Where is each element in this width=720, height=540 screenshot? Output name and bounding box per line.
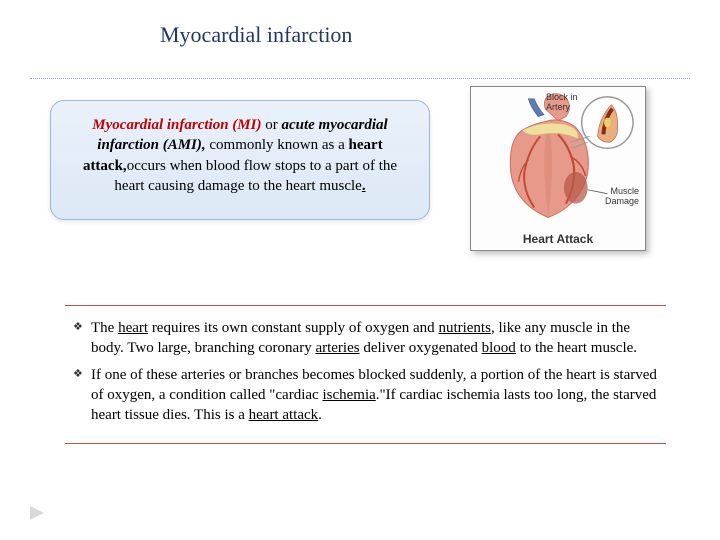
heart-attack-figure: Block in Artery Muscle Damage Heart Atta… [470, 86, 646, 251]
definition-box: Myocardial infarction (MI) or acute myoc… [50, 100, 430, 220]
body-text: requires its own constant supply of oxyg… [148, 320, 438, 336]
body-text: . [318, 407, 322, 423]
underlined-term: nutrients [438, 320, 491, 336]
heart-caption: Heart Attack [471, 232, 645, 246]
list-item: If one of these arteries or branches bec… [73, 365, 658, 426]
def-period: . [362, 178, 366, 194]
bullet-list: The heart requires its own constant supp… [73, 318, 658, 425]
body-text: deliver oxygenated [360, 340, 482, 356]
def-sep1: or [261, 117, 281, 133]
body-text-box: The heart requires its own constant supp… [65, 305, 666, 444]
label-muscle-damage: Muscle Damage [605, 187, 639, 207]
underlined-term: heart attack [249, 407, 319, 423]
underlined-term: heart [118, 320, 148, 336]
body-text: The [91, 320, 118, 336]
underlined-term: blood [482, 340, 516, 356]
def-rest: occurs when blood flow stops to a part o… [114, 158, 397, 194]
divider-dotted [30, 78, 690, 79]
list-item: The heart requires its own constant supp… [73, 318, 658, 359]
label-block-artery: Block in Artery [546, 93, 578, 113]
body-text: to the heart muscle. [516, 340, 637, 356]
underlined-term: ischemia [322, 387, 375, 403]
next-slide-arrow-icon[interactable] [30, 506, 46, 525]
page-title: Myocardial infarction [160, 22, 352, 48]
term-mi: Myocardial infarction (MI) [92, 117, 261, 133]
def-sep2: commonly known as a [206, 137, 349, 153]
underlined-term: arteries [315, 340, 359, 356]
